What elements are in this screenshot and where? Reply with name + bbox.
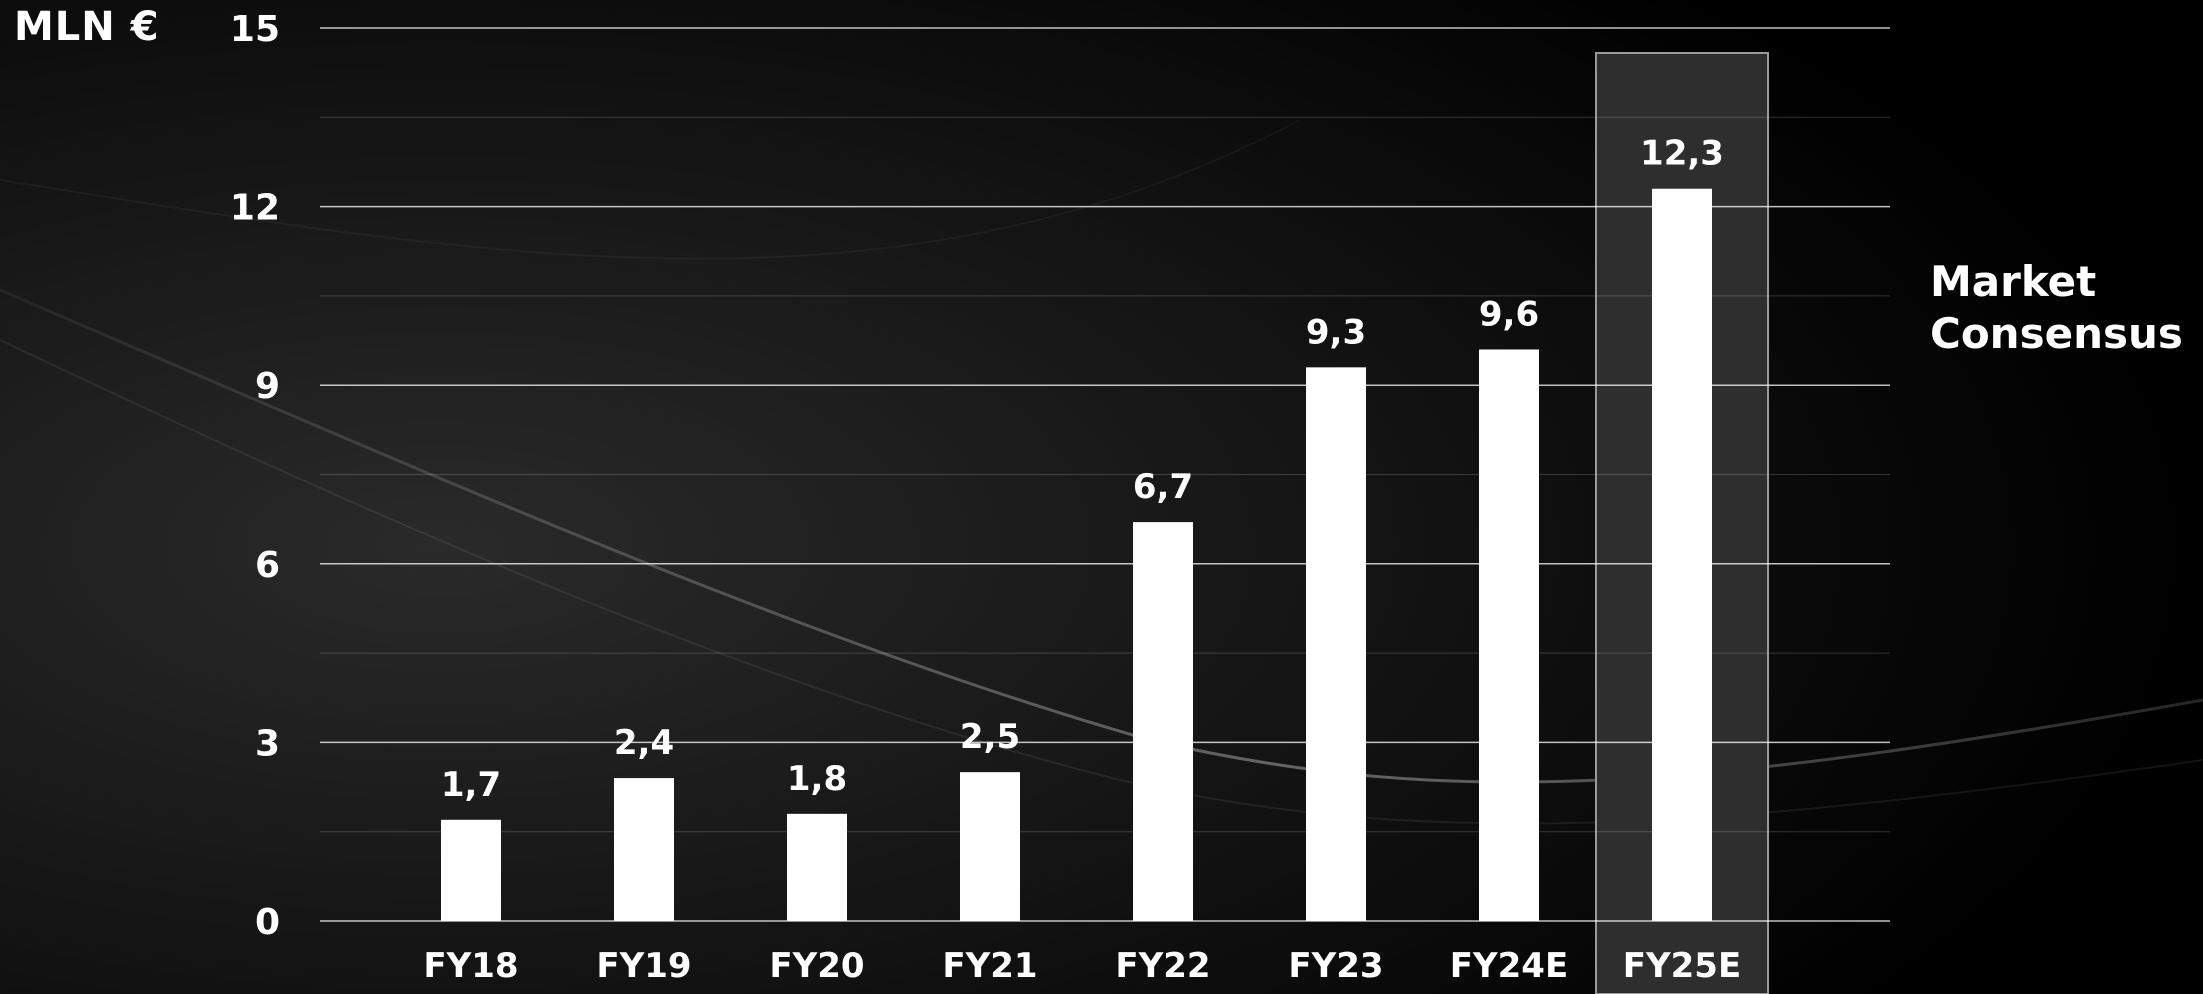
- y-tick-label: 12: [230, 188, 280, 229]
- bar: [1133, 522, 1193, 921]
- market-consensus-label: Market Consensus: [1930, 257, 2183, 358]
- x-axis-ticks: FY18 FY19 FY20 FY21 FY22 FY23 FY24E FY25E: [423, 946, 1741, 986]
- bar-value-label: 12,3: [1640, 134, 1724, 174]
- y-tick-label: 15: [230, 9, 280, 50]
- bar: [787, 813, 847, 921]
- y-tick-label: 6: [255, 545, 280, 586]
- bar: [614, 778, 674, 921]
- x-tick-label: FY21: [942, 946, 1037, 986]
- x-tick-label: FY23: [1288, 946, 1383, 986]
- bar: [1479, 349, 1539, 922]
- x-tick-label: FY20: [769, 946, 864, 986]
- y-tick-label: 0: [255, 902, 280, 943]
- bar: [1652, 188, 1712, 922]
- y-axis-ticks: 0 3 6 9 12 15: [230, 9, 280, 943]
- x-tick-label: FY19: [596, 946, 691, 986]
- bar: [960, 772, 1020, 921]
- bar: [1306, 367, 1366, 922]
- x-tick-label: FY25E: [1623, 946, 1741, 986]
- bar-value-label: 9,6: [1479, 294, 1539, 334]
- bar-value-label: 1,8: [787, 759, 847, 799]
- x-tick-label: FY22: [1115, 946, 1210, 986]
- y-axis-unit-label: MLN €: [14, 4, 160, 50]
- x-tick-label: FY24E: [1450, 946, 1568, 986]
- data-labels: 1,7 2,4 1,8 2,5 6,7 9,3 9,6 12,3: [441, 134, 1724, 805]
- y-tick-label: 3: [255, 723, 280, 764]
- bars-group: [441, 188, 1712, 922]
- bar: [441, 819, 501, 921]
- bar-value-label: 2,4: [614, 723, 674, 763]
- bar-value-label: 1,7: [441, 765, 501, 805]
- bar-value-label: 9,3: [1306, 312, 1366, 352]
- bar-value-label: 6,7: [1133, 467, 1193, 507]
- bar-value-label: 2,5: [960, 717, 1020, 757]
- grid-lines: [320, 27, 1890, 922]
- x-tick-label: FY18: [423, 946, 518, 986]
- y-tick-label: 9: [255, 366, 280, 407]
